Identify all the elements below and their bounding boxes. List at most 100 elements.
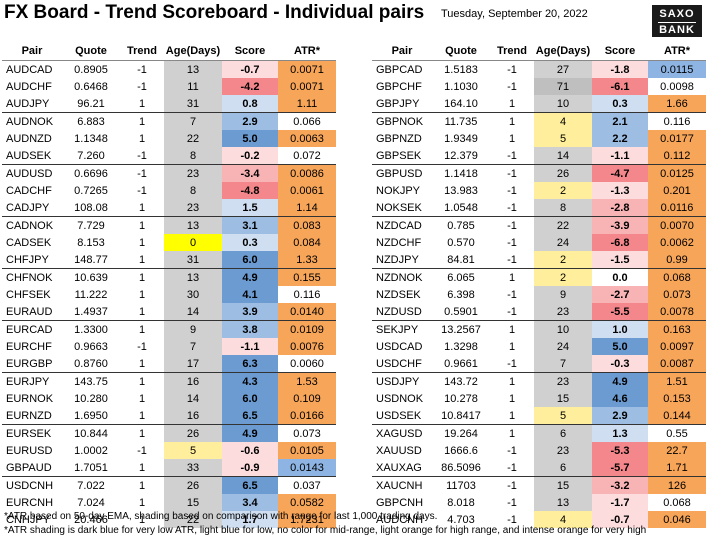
table-row: CNHJPY 20.466 1 22 1.7 1.7231 bbox=[2, 511, 336, 528]
cell-trend: -1 bbox=[507, 253, 517, 266]
cell-trend: -1 bbox=[137, 149, 147, 162]
cell-age: 4 bbox=[534, 112, 592, 130]
cell-age: 23 bbox=[164, 199, 222, 217]
cell-atr: 0.0097 bbox=[648, 338, 706, 355]
cell-quote: 6.883 bbox=[62, 112, 120, 130]
table-row: AUDJPY 96.21 1 31 0.8 1.11 bbox=[2, 95, 336, 113]
cell-pair: XAUUSD bbox=[376, 444, 422, 457]
cell-atr: 1.7231 bbox=[278, 511, 336, 528]
cell-atr: 0.083 bbox=[278, 216, 336, 234]
cell-pair: XAGUSD bbox=[372, 424, 432, 442]
cell-quote: 0.6468 bbox=[74, 80, 108, 93]
cell-trend: -1 bbox=[507, 357, 517, 370]
cell-score: 1.3 bbox=[592, 424, 648, 442]
cell-age: 26 bbox=[164, 476, 222, 494]
cell-trend: 1 bbox=[508, 340, 516, 353]
cell-atr: 0.116 bbox=[278, 286, 336, 303]
cell-pair: EURCNH bbox=[6, 496, 54, 509]
cell-pair: GBPNZD bbox=[376, 132, 422, 145]
cell-score: 2.1 bbox=[592, 112, 648, 130]
cell-trend: -1 bbox=[490, 164, 534, 182]
footnote-atr-basis: *ATR based on 50-day EMA, shading based … bbox=[4, 511, 438, 522]
table-row: EURCHF 0.9663 -1 7 -1.1 0.0076 bbox=[2, 338, 336, 355]
cell-age: 71 bbox=[534, 78, 592, 95]
cell-quote: 11.222 bbox=[74, 288, 108, 301]
table-row: GBPCAD 1.5183 -1 27 -1.8 0.0115 bbox=[372, 60, 706, 78]
cell-score: 2.9 bbox=[222, 112, 278, 130]
cell-trend: -1 bbox=[507, 305, 517, 318]
cell-quote: 0.9663 bbox=[74, 340, 108, 353]
cell-score: -0.2 bbox=[222, 147, 278, 165]
cell-atr: 1.11 bbox=[278, 95, 336, 113]
cell-pair: EURCAD bbox=[2, 320, 62, 338]
cell-age: 15 bbox=[164, 494, 222, 511]
cell-age: 14 bbox=[164, 390, 222, 407]
table-row: EURCNH 7.024 1 15 3.4 0.0582 bbox=[2, 494, 336, 511]
cell-pair: NOKJPY bbox=[376, 184, 421, 197]
cell-pair: XAUCNH bbox=[372, 476, 432, 494]
cell-trend: 1 bbox=[138, 236, 146, 249]
cell-atr: 0.072 bbox=[278, 147, 336, 165]
cell-quote: 1.3300 bbox=[62, 320, 120, 338]
table-row: NZDJPY 84.81 -1 2 -1.5 0.99 bbox=[372, 251, 706, 269]
cell-age: 7 bbox=[164, 338, 222, 355]
cell-trend: -1 bbox=[507, 513, 517, 526]
cell-quote: 4.703 bbox=[447, 513, 475, 526]
cell-age: 5 bbox=[534, 130, 592, 147]
cell-quote: 7.022 bbox=[62, 476, 120, 494]
table-row: EURUSD 1.0002 -1 5 -0.6 0.0105 bbox=[2, 442, 336, 459]
table-row: GBPAUD 1.7051 1 33 -0.9 0.0143 bbox=[2, 459, 336, 477]
logo-bottom-text: BANK bbox=[659, 24, 695, 36]
cell-atr: 0.0140 bbox=[278, 303, 336, 321]
cell-atr: 0.0086 bbox=[278, 164, 336, 182]
cell-pair: GBPAUD bbox=[6, 461, 52, 474]
cell-score: -4.2 bbox=[222, 78, 278, 95]
cell-age: 31 bbox=[164, 251, 222, 269]
table-row: EURNOK 10.280 1 14 6.0 0.109 bbox=[2, 390, 336, 407]
cell-trend: 1 bbox=[138, 288, 146, 301]
cell-score: -5.7 bbox=[592, 459, 648, 477]
cell-quote: 19.264 bbox=[432, 424, 490, 442]
cell-quote: 1.1418 bbox=[432, 164, 490, 182]
cell-atr: 0.0070 bbox=[648, 216, 706, 234]
cell-atr: 0.066 bbox=[278, 112, 336, 130]
cell-age: 6 bbox=[534, 424, 592, 442]
cell-pair: NZDUSD bbox=[376, 305, 422, 318]
cell-score: -4.8 bbox=[222, 182, 278, 199]
table-row: AUDCAD 0.8905 -1 13 -0.7 0.0071 bbox=[2, 60, 336, 78]
cell-score: -4.7 bbox=[592, 164, 648, 182]
cell-age: 22 bbox=[164, 511, 222, 528]
cell-atr: 0.0143 bbox=[278, 459, 336, 477]
cell-trend: -1 bbox=[507, 444, 517, 457]
cell-trend: 1 bbox=[138, 201, 146, 214]
cell-atr: 0.0166 bbox=[278, 407, 336, 425]
cell-pair: NZDSEK bbox=[376, 288, 421, 301]
cell-trend: -1 bbox=[137, 340, 147, 353]
cell-atr: 1.53 bbox=[278, 372, 336, 390]
table-row: AUDNOK 6.883 1 7 2.9 0.066 bbox=[2, 112, 336, 130]
cell-pair: AUDSEK bbox=[6, 149, 52, 162]
cell-quote: 0.7265 bbox=[74, 184, 108, 197]
table-row: GBPUSD 1.1418 -1 26 -4.7 0.0125 bbox=[372, 164, 706, 182]
cell-age: 24 bbox=[534, 234, 592, 251]
cell-pair: AUDNZD bbox=[6, 132, 52, 145]
cell-age: 6 bbox=[534, 459, 592, 477]
cell-atr: 0.0177 bbox=[648, 130, 706, 147]
cell-quote: 10.639 bbox=[62, 268, 120, 286]
cell-age: 4 bbox=[534, 511, 592, 528]
col-header-score: Score bbox=[592, 42, 648, 61]
cell-age: 13 bbox=[534, 494, 592, 511]
table-row: CADSEK 8.153 1 0 0.3 0.084 bbox=[2, 234, 336, 251]
cell-trend: 1 bbox=[138, 392, 146, 405]
cell-quote: 1.5183 bbox=[444, 63, 478, 76]
col-header-trend: Trend bbox=[490, 42, 534, 61]
cell-pair: GBPUSD bbox=[372, 164, 432, 182]
cell-atr: 0.0060 bbox=[278, 355, 336, 373]
cell-age: 23 bbox=[164, 164, 222, 182]
cell-age: 2 bbox=[534, 268, 592, 286]
cell-pair: CADCHF bbox=[6, 184, 52, 197]
cell-trend: -1 bbox=[137, 63, 147, 76]
cell-pair: USDCNH bbox=[2, 476, 62, 494]
cell-score: 3.8 bbox=[222, 320, 278, 338]
cell-pair: EURNZD bbox=[6, 409, 52, 422]
